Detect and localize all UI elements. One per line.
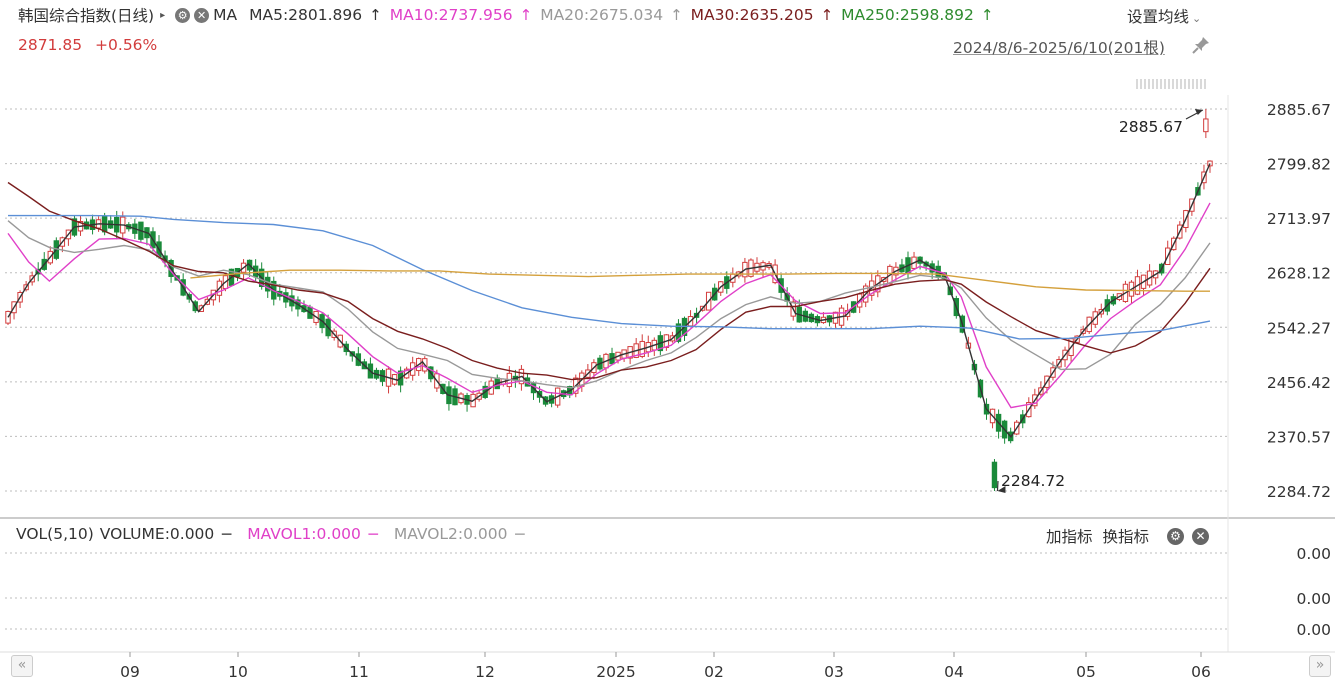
candle-down [991,461,998,489]
price-change: +0.56% [95,36,158,54]
high-annotation-label: 2885.67 [1119,118,1183,136]
volume-tick-label: 0.00 [1296,590,1331,608]
chevron-down-icon: ⌄ [1192,12,1202,25]
chart-header: 韩国综合指数(日线) ▸ ⚙ ✕ MA MA5:2801.896 ↑ MA10:27… [0,0,1335,30]
y-tick-label: 2542.27 [1267,319,1331,337]
price-line: 2871.85 +0.56% [18,36,165,54]
volume-dash: − [220,525,234,543]
candle-up [1203,118,1209,133]
pin-icon[interactable] [1192,36,1210,54]
y-tick-label: 2885.67 [1267,101,1331,119]
ma-line-ma250 [190,269,1210,292]
close-icon[interactable]: ✕ [1192,527,1210,545]
up-arrow-icon: ↑ [670,6,683,24]
mavol2-value: MAVOL2:0.000 [393,525,508,543]
x-tick-label: 12 [475,663,495,681]
mavol1-value: MAVOL1:0.000 [247,525,361,543]
x-tick-label: 05 [1076,663,1096,681]
x-tick-label: 10 [228,663,248,681]
ma-item-2: MA20:2675.034 [540,6,664,24]
y-tick-label: 2713.97 [1267,210,1331,228]
x-tick-label: 03 [824,663,844,681]
volume-value: VOLUME:0.000 [99,525,215,543]
ma-line-ma30 [7,181,1211,381]
indicator-name: MA [213,6,238,24]
gear-icon[interactable]: ⚙ [1167,527,1185,545]
ma-line-ma60 [8,214,1211,340]
x-tick-label: 09 [120,663,140,681]
last-price: 2871.85 [18,36,83,54]
mavol2-dash: − [513,525,527,543]
ma-line-ma5 [7,163,1211,438]
arrow-head-icon [997,486,1006,493]
x-tick-label: 04 [944,663,964,681]
close-icon[interactable]: ✕ [194,7,210,23]
vol-label: VOL(5,10) [16,525,94,543]
switch-indicator-button[interactable]: 换指标 [1102,528,1150,546]
gear-icon[interactable]: ⚙ [175,7,191,23]
low-annotation-arrow [996,480,999,492]
y-tick-label: 2370.57 [1267,428,1331,446]
mavol1-dash: − [366,525,380,543]
candle-up [1207,160,1213,167]
scroll-right-button[interactable]: » [1309,655,1331,677]
x-tick-label: 11 [349,663,369,681]
volume-tick-label: 0.00 [1296,621,1331,639]
scroll-left-button[interactable]: « [11,655,33,677]
low-annotation-label: 2284.72 [1001,472,1065,490]
expand-triangle-icon[interactable]: ▸ [160,9,166,21]
x-tick-label: 06 [1191,663,1211,681]
up-arrow-icon: ↑ [820,6,834,24]
ma-item-4: MA250:2598.892 [841,6,974,24]
up-arrow-icon: ↑ [980,6,994,24]
y-tick-label: 2799.82 [1267,156,1331,174]
y-tick-label: 2456.42 [1267,374,1331,392]
date-range: 2024/8/6-2025/6/10(201根) [953,39,1165,57]
x-tick-label: 02 [704,663,724,681]
candles [5,109,1213,491]
ma-item-1: MA10:2737.956 [389,6,513,24]
up-arrow-icon: ↑ [369,6,382,24]
y-tick-label: 2628.12 [1267,265,1331,283]
arrow-head-icon [1194,109,1203,115]
up-arrow-icon: ↑ [519,6,533,24]
volume-tools: 加指标 换指标 ⚙ ✕ [1046,525,1210,547]
ma-line-ma20 [7,220,1211,389]
x-tick-label: 2025 [596,663,635,681]
volume-header: VOL(5,10) VOLUME:0.000 − MAVOL1:0.000 − … [16,525,533,543]
y-tick-label: 2284.72 [1267,483,1331,501]
ma-settings-button[interactable]: 设置均线 ⌄ [1127,8,1202,26]
volume-tick-label: 0.00 [1296,545,1331,563]
add-indicator-button[interactable]: 加指标 [1046,528,1093,546]
chart-title: 韩国综合指数(日线) [18,7,155,25]
ma-line-ma10 [7,202,1211,409]
ma-item-0: MA5:2801.896 [249,6,363,24]
ma-item-3: MA30:2635.205 [690,6,814,24]
